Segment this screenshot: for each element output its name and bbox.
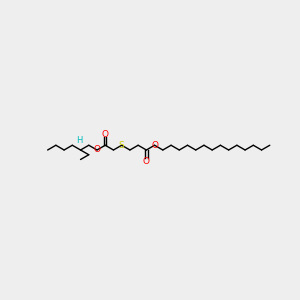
Text: O: O: [94, 146, 100, 154]
Text: S: S: [119, 141, 124, 150]
Text: H: H: [76, 136, 83, 145]
Text: O: O: [151, 141, 158, 150]
Text: O: O: [143, 157, 150, 166]
Text: O: O: [102, 130, 109, 139]
